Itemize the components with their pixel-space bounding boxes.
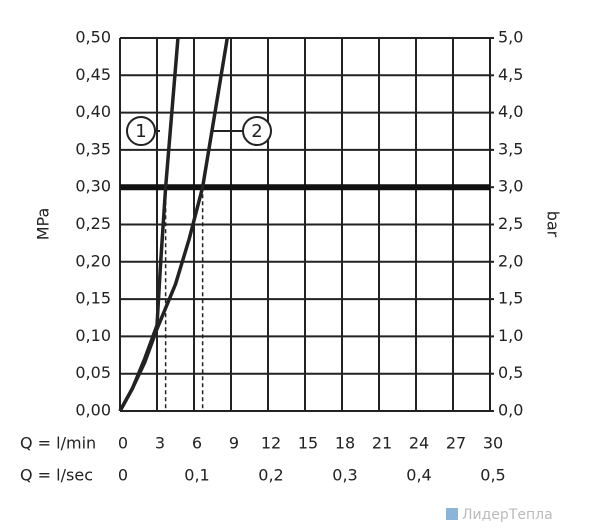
curve	[118, 37, 230, 412]
y2-tick-label: 2,0	[498, 251, 523, 270]
y2-tick-label: 2,5	[498, 214, 523, 233]
y-tick-label: 0,15	[75, 289, 111, 308]
x-tick-label: 3	[155, 434, 165, 453]
y-tick-label: 0,05	[75, 363, 111, 382]
x-tick-label: 0	[118, 434, 128, 453]
y-tick-label: 0,50	[75, 28, 111, 47]
y2-tick-label: 3,0	[498, 177, 523, 196]
y2-tick-label: 4,5	[498, 65, 523, 84]
watermark: ЛидерТепла	[462, 507, 553, 523]
y2-tick-label: 1,5	[498, 289, 523, 308]
y-tick-label: 0,45	[75, 65, 111, 84]
series-label: 2	[251, 121, 262, 142]
x-axis-label: Q = l/min	[20, 434, 96, 453]
y2-tick-label: 3,5	[498, 139, 523, 158]
x2-tick-label: 0,5	[480, 466, 505, 485]
x-tick-label: 27	[446, 434, 466, 453]
x-tick-label: 21	[372, 434, 392, 453]
x2-axis-label: Q = l/sec	[20, 466, 93, 485]
x-tick-label: 15	[298, 434, 318, 453]
y-tick-label: 0,20	[75, 251, 111, 270]
x-tick-label: 30	[483, 434, 503, 453]
x-tick-label: 6	[192, 434, 202, 453]
x-tick-label: 24	[409, 434, 429, 453]
y-tick-label: 0,35	[75, 139, 111, 158]
label-circle	[242, 116, 272, 146]
x2-tick-label: 0	[118, 466, 128, 485]
x-tick-label: 12	[261, 434, 281, 453]
y2-tick-label: 4,0	[498, 102, 523, 121]
x2-tick-label: 0,1	[184, 466, 209, 485]
y-axis-label: MPa	[34, 208, 53, 241]
y-tick-label: 0,10	[75, 326, 111, 345]
y2-tick-label: 0,5	[498, 363, 523, 382]
x2-tick-label: 0,4	[406, 466, 431, 485]
x-tick-label: 9	[229, 434, 239, 453]
series-label: 1	[135, 121, 146, 142]
y2-tick-label: 0,0	[498, 401, 523, 420]
label-circle	[126, 116, 156, 146]
y-tick-label: 0,40	[75, 102, 111, 121]
y2-tick-label: 5,0	[498, 28, 523, 47]
y-tick-label: 0,00	[75, 401, 111, 420]
x-tick-label: 18	[335, 434, 355, 453]
y-tick-label: 0,25	[75, 214, 111, 233]
y-tick-label: 0,30	[75, 177, 111, 196]
x2-tick-label: 0,2	[258, 466, 283, 485]
watermark-icon	[446, 508, 458, 520]
y2-tick-label: 1,0	[498, 326, 523, 345]
x2-tick-label: 0,3	[332, 466, 357, 485]
y2-axis-label: bar	[544, 211, 563, 238]
